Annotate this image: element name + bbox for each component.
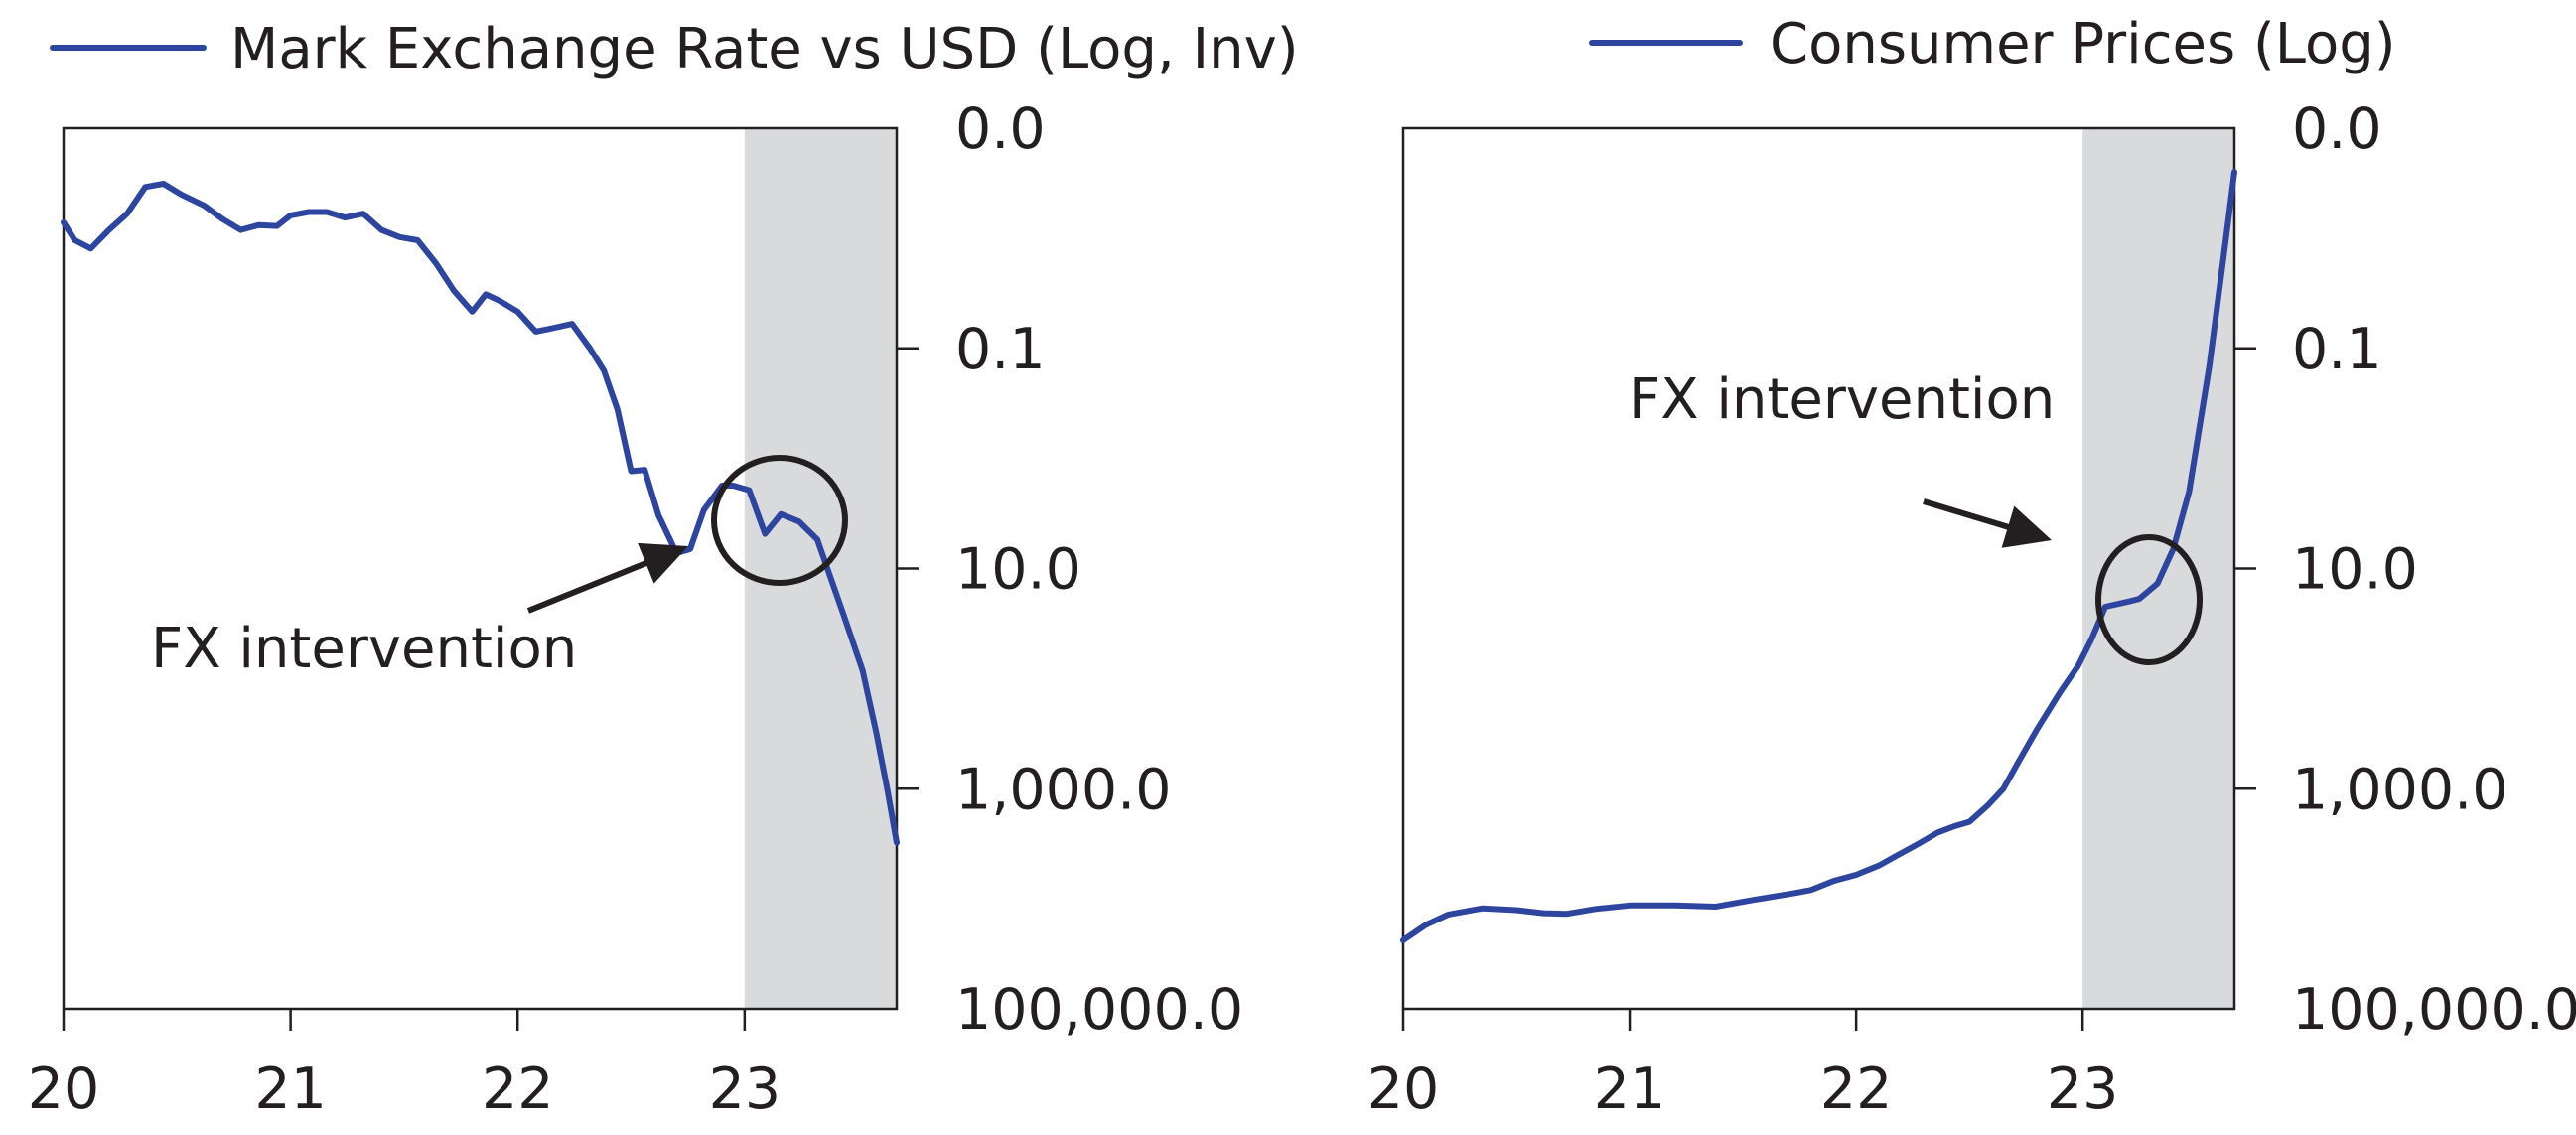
- y-tick-label: 0.0: [2292, 96, 2382, 162]
- x-tick-label: 20: [28, 1057, 100, 1122]
- annotation-text: FX intervention: [1629, 367, 2055, 432]
- y-tick-label: 0.0: [955, 96, 1046, 162]
- x-tick-label: 22: [1820, 1057, 1893, 1122]
- chart-panel-consumer-prices: 20 21 22 23 0.0 0.1 10.0 1,000.0 100,000.0 Consum…: [1367, 12, 2576, 1122]
- y-tick-label: 10.0: [2292, 537, 2418, 603]
- x-tick-label: 20: [1367, 1057, 1440, 1122]
- chart-panel-exchange-rate: 20 21 22 23 0.0 0.1 10.0 1,000.0 100,000.0 Mark E…: [28, 17, 1299, 1122]
- y-tick-label: 0.1: [2292, 317, 2382, 382]
- x-tick-label: 23: [2047, 1057, 2119, 1122]
- y-tick-label: 100,000.0: [2292, 977, 2576, 1043]
- y-tick-label: 1,000.0: [2292, 757, 2508, 822]
- annotation-arrow-shaft: [1923, 498, 2013, 531]
- x-tick-label: 22: [482, 1057, 554, 1122]
- y-tick-label: 10.0: [955, 537, 1081, 603]
- annotation-text: FX intervention: [151, 617, 577, 681]
- y-tick-label: 1,000.0: [955, 757, 1172, 822]
- x-tick-label: 23: [709, 1057, 782, 1122]
- legend-label: Mark Exchange Rate vs USD (Log, Inv): [230, 17, 1299, 81]
- x-tick-label: 21: [1594, 1057, 1666, 1122]
- y-tick-label: 0.1: [955, 317, 1046, 382]
- annotation-arrow-shaft: [526, 558, 651, 614]
- annotation-circle: [711, 455, 848, 586]
- annotation-circle: [2095, 534, 2203, 665]
- series-line: [61, 181, 900, 846]
- legend-label: Consumer Prices (Log): [1770, 12, 2396, 76]
- annotation-arrow-head: [638, 542, 688, 584]
- annotation-arrow-head: [2001, 505, 2052, 548]
- y-tick-label: 100,000.0: [955, 977, 1243, 1043]
- series-line: [1400, 169, 2237, 943]
- x-tick-label: 21: [254, 1057, 327, 1122]
